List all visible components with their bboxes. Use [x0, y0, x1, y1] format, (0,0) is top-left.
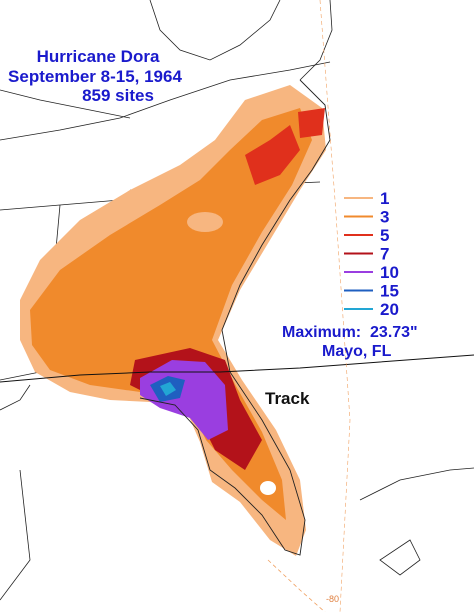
legend-label: 7: [380, 245, 389, 264]
boundary-line: [0, 89, 131, 119]
rain-area-5: [298, 108, 325, 138]
boundary-line: [149, 0, 281, 61]
rain-area-1: [187, 212, 223, 232]
longitude-label: -80: [326, 594, 339, 604]
legend-label: 15: [380, 282, 399, 301]
legend-label: 1: [380, 189, 389, 208]
title-line: Hurricane Dora: [37, 47, 160, 66]
meridian: [267, 559, 326, 612]
rain-area-20: [160, 382, 176, 396]
dry-spot: [260, 481, 276, 495]
boundary-line: [0, 61, 331, 141]
maximum-location: Mayo, FL: [322, 343, 392, 360]
maximum-label: Maximum: 23.73": [282, 324, 418, 341]
title-line: 859 sites: [82, 86, 154, 105]
legend-label: 3: [380, 208, 389, 227]
cuba-coast: [359, 467, 474, 501]
boundary-line: [0, 384, 31, 411]
legend-label: 20: [380, 300, 399, 319]
boundary-line: [0, 469, 31, 601]
storm-track: [0, 354, 474, 383]
coastline: [139, 79, 331, 556]
legend-label: 5: [380, 226, 389, 245]
title-line: September 8-15, 1964: [8, 67, 182, 86]
island: [379, 539, 421, 576]
meridian: [319, 0, 351, 612]
rain-area-5: [245, 125, 300, 185]
boundary-line: [299, 0, 333, 81]
title: Hurricane Dora September 8-15, 1964 859 …: [8, 47, 182, 105]
track-label: Track: [265, 389, 310, 408]
legend-label: 10: [380, 263, 399, 282]
